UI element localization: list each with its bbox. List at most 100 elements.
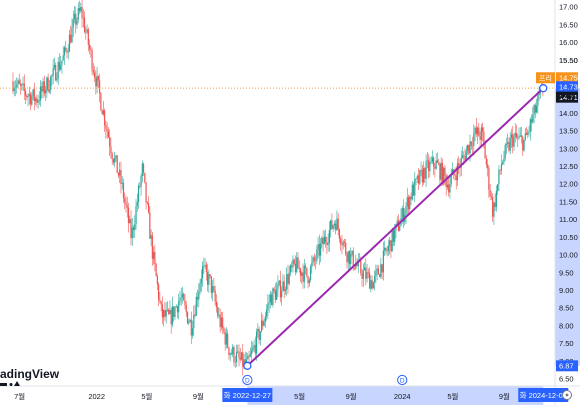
candle-body [32,89,34,97]
candle-body [24,91,27,96]
candle-body [490,196,492,198]
candle-body [284,289,287,291]
trend-line[interactable] [246,87,544,367]
candle-body [314,260,317,262]
candle-body [381,264,383,273]
candle-body [159,299,161,302]
candle-body [468,145,470,154]
candle-body [144,172,146,183]
candle-body [156,276,158,285]
candle-body [407,197,410,210]
candle-body [232,346,234,355]
candle-body [498,169,500,184]
candle-body [85,32,87,33]
candle-body [263,321,265,326]
candle-body [76,19,78,25]
candle-body [450,175,452,184]
candle-body [31,96,33,105]
candle-body [430,161,432,163]
candle-body [126,205,128,208]
dividend-marker[interactable]: D [397,374,408,386]
price-tag-label: 14.50 [559,91,578,100]
candle-body [274,290,277,300]
candle-body [517,137,519,139]
candle-body [405,206,407,215]
candle-body [121,182,123,184]
candle-body [268,302,270,304]
candle-body [255,331,258,354]
price-tick-label: 6.50 [559,375,574,384]
candle-body [46,77,48,90]
candle-body [12,81,14,92]
candle-body [234,361,236,363]
candle-body [203,265,205,267]
candle-body [67,51,69,53]
candle-body [391,229,393,252]
candle-body [132,227,135,231]
candle-body [193,314,195,329]
candle-body [412,184,415,196]
dividend-marker[interactable]: D [242,374,253,386]
candle-body [230,353,233,355]
candle-body [507,142,509,145]
candle-body [262,320,264,326]
candle-body [424,167,426,179]
candle-body [19,83,22,86]
candle-body [78,8,81,12]
candle-body [347,251,349,263]
candle-body [281,291,283,298]
dividend-marker-circle [242,374,253,386]
candle-body [27,95,29,98]
price-tag-box [556,91,578,103]
candle-body [238,351,240,358]
candle-body [147,203,150,213]
candle-body [375,271,377,276]
candle-body [386,251,388,252]
candle-body [130,219,132,239]
candle-body [189,319,191,323]
candle-body [425,160,427,179]
candle-body [313,257,315,261]
axis-settings-icon[interactable] [562,390,572,400]
range-start-date-label-box [222,388,273,402]
price-tag-box [556,360,578,372]
candle-body [195,296,197,316]
trend-start-handle[interactable] [243,361,252,370]
dividend-marker-label: D [400,378,405,385]
candle-body [57,61,59,79]
time-axis[interactable]: 7월 2022 5월 9월 5월 9월 2024 5월 9월 D D 화 2022-12-27 화 20… [14,374,569,402]
candle-body [219,314,221,328]
candle-body [63,47,66,56]
candle-body [120,169,122,184]
candle-body [443,167,445,184]
candle-body [463,155,465,156]
candle-body [537,95,539,106]
candle-body [253,345,255,348]
candle-body [70,34,72,43]
price-tick-label: 10.50 [559,233,578,242]
candles-layer [12,0,544,376]
trend-end-handle[interactable] [539,84,548,93]
price-tick-label: 8.00 [559,321,574,330]
candle-body [311,262,313,267]
candle-body [419,170,421,184]
candle-body [16,84,18,88]
candle-body [343,241,346,243]
candle-body [179,298,181,302]
candle-body [37,100,39,103]
candle-body [75,13,77,25]
candle-body [242,352,244,367]
candle-body [504,144,506,159]
candle-body [508,142,510,151]
candle-body [484,143,486,159]
range-end-date-label-box [518,388,569,402]
candle-body [513,136,515,147]
candle-body [254,345,256,354]
candle-body [71,27,73,43]
candle-body [474,127,476,134]
candle-body [363,267,366,271]
candle-body [199,283,201,292]
candle-body [13,88,15,92]
